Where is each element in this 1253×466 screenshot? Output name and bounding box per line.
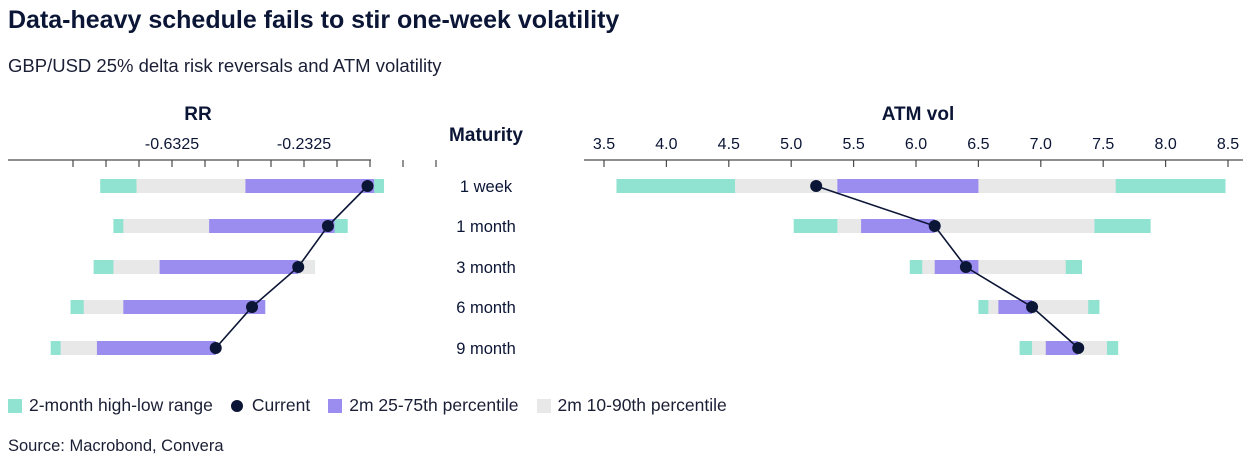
p25-75-range-bar [209,219,335,233]
legend-swatch-p10-90 [536,398,551,413]
chart-legend: 2-month high-low range Current 2m 25-75t… [8,395,745,416]
maturity-axis-title: Maturity [449,125,523,146]
x-tick-label: 7.5 [1092,136,1114,153]
legend-marker-current [230,399,243,412]
range-row [93,260,315,274]
x-tick-label: 5.0 [780,136,802,153]
current-point [928,220,941,232]
category-label: 1 week [460,178,513,196]
rr-panel: RR -0.6325 -0.2325 [8,104,437,355]
legend-label-current: Current [251,395,311,415]
legend-item-p10-90: 2m 10-90th percentile [536,395,727,416]
chart-title: Data-heavy schedule fails to stir one-we… [8,6,620,34]
p25-75-range-bar [245,179,375,193]
range-row [978,300,1100,314]
current-point [209,342,222,354]
legend-label-p10-90: 2m 10-90th percentile [557,395,727,415]
chart-source: Source: Macrobond, Convera [8,437,224,455]
range-row [793,219,1151,233]
p25-75-range-bar [861,219,935,233]
legend-item-p25-75: 2m 25-75th percentile [328,395,519,416]
x-tick-label: 5.5 [842,136,864,153]
legend-label-high-low: 2-month high-low range [29,395,213,415]
range-row [616,179,1226,193]
p25-75-range-bar [1045,341,1079,355]
p25-75-range-bar [123,300,266,314]
category-label: 9 month [456,340,516,358]
legend-label-p25-75: 2m 25-75th percentile [349,395,519,415]
current-point [1026,301,1039,313]
range-row [100,179,385,193]
x-tick-label: 3.5 [593,136,615,153]
p25-75-range-bar [837,179,979,193]
p25-75-range-bar [159,260,299,274]
current-point [292,261,305,273]
panel-title: ATM vol [882,104,954,125]
category-label: 6 month [456,299,516,317]
x-tick-label: -0.2325 [277,136,331,153]
current-point [1072,342,1085,354]
category-label: 3 month [456,259,516,277]
current-point [810,180,823,192]
current-point [361,180,374,192]
legend-item-high-low: 2-month high-low range [8,395,213,416]
chart-subtitle: GBP/USD 25% delta risk reversals and ATM… [8,55,442,76]
range-row [50,341,216,355]
current-point [321,220,334,232]
range-row [70,300,266,314]
x-tick-label: 8.5 [1217,136,1239,153]
x-tick-label: 4.0 [655,136,677,153]
x-tick-label: 4.5 [718,136,740,153]
p25-75-range-bar [998,300,1033,314]
legend-swatch-high-low [8,398,22,413]
range-row [909,260,1082,274]
legend-item-current: Current [230,395,311,416]
current-point [959,261,972,273]
category-label: 1 month [456,218,516,236]
panel-title: RR [184,104,212,125]
x-tick-label: 6.5 [967,136,989,153]
atm-vol-panel: ATM vol 3.5 4.0 4.5 5.0 5.5 6.0 6.5 7.0 7.5 8.0 8.5 [584,104,1243,355]
legend-swatch-p25-75 [328,398,343,413]
current-point [246,301,259,313]
range-row [1019,341,1119,355]
x-tick-label: 6.0 [905,136,927,153]
p25-75-range-bar [96,341,216,355]
x-tick-label: -0.6325 [145,136,199,153]
x-tick-label: 7.0 [1030,136,1052,153]
x-tick-label: 8.0 [1154,136,1176,153]
range-row [113,219,348,233]
